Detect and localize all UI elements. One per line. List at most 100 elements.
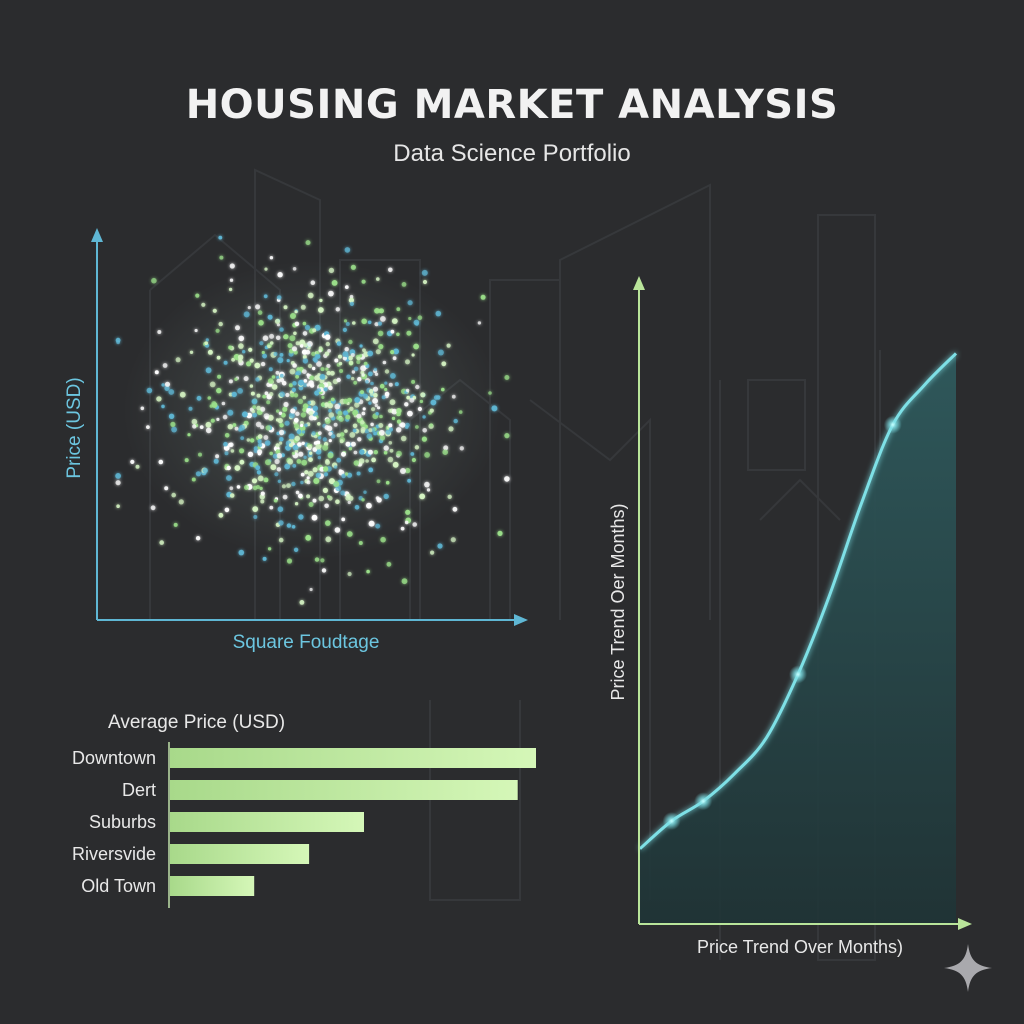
- scatter-point: [419, 399, 424, 404]
- scatter-point: [307, 470, 314, 477]
- scatter-point: [303, 379, 308, 383]
- scatter-point: [298, 451, 304, 457]
- scatter-point: [292, 267, 297, 271]
- scatter-point: [115, 480, 121, 486]
- scatter-point: [115, 337, 121, 343]
- scatter-point: [335, 499, 340, 505]
- bar: [170, 844, 310, 864]
- scatter-point: [378, 344, 384, 350]
- scatter-point: [344, 247, 351, 253]
- scatter-point: [310, 280, 316, 286]
- scatter-point: [170, 421, 176, 427]
- scatter-point: [409, 397, 415, 403]
- scatter-point: [192, 424, 197, 429]
- scatter-point: [223, 445, 230, 451]
- scatter-point: [284, 420, 290, 426]
- scatter-point: [204, 341, 208, 346]
- scatter-point: [417, 315, 423, 321]
- scatter-point: [302, 358, 309, 364]
- scatter-point: [318, 346, 323, 351]
- scatter-point: [384, 369, 390, 374]
- scatter-point: [411, 457, 416, 463]
- scatter-point: [429, 408, 434, 413]
- scatter-point: [184, 458, 189, 463]
- scatter-point: [252, 485, 258, 491]
- scatter-point: [373, 393, 378, 398]
- scatter-point: [298, 514, 304, 520]
- scatter-point: [360, 390, 364, 395]
- scatter-point: [306, 476, 310, 480]
- scatter-point: [264, 267, 268, 271]
- scatter-point: [413, 319, 420, 326]
- scatter-point: [216, 417, 220, 421]
- scatter-point: [292, 444, 299, 451]
- scatter-point: [276, 375, 280, 379]
- scatter-point: [379, 308, 384, 314]
- scatter-point: [349, 294, 354, 299]
- scatter-point: [353, 366, 359, 372]
- scatter-point: [323, 472, 329, 477]
- scatter-point: [207, 396, 212, 400]
- scatter-point: [405, 467, 411, 474]
- scatter-point: [305, 349, 311, 355]
- scatter-point: [415, 425, 419, 429]
- scatter-point: [406, 395, 411, 400]
- scatter-point: [179, 391, 186, 398]
- scatter-point: [352, 409, 359, 416]
- scatter-point: [251, 409, 255, 414]
- scatter-point: [266, 400, 271, 405]
- bar-chart-title: Average Price (USD): [108, 712, 285, 733]
- scatter-point: [353, 380, 358, 385]
- scatter-point: [308, 380, 314, 386]
- scatter-point: [222, 414, 228, 420]
- scatter-point: [257, 442, 263, 448]
- scatter-point: [202, 467, 208, 474]
- scatter-point: [443, 445, 449, 451]
- scatter-point: [238, 549, 245, 556]
- scatter-point: [234, 377, 238, 381]
- scatter-point: [339, 369, 344, 373]
- scatter-point: [253, 515, 258, 519]
- scatter-point: [480, 294, 486, 300]
- scatter-point: [297, 398, 304, 405]
- scatter-point: [328, 431, 333, 436]
- scatter-point: [307, 292, 314, 299]
- scatter-point: [291, 346, 298, 352]
- scatter-point: [294, 321, 300, 327]
- bar: [170, 812, 364, 832]
- scatter-point: [278, 429, 285, 436]
- page-subtitle: Data Science Portfolio: [393, 140, 631, 167]
- scatter-point: [491, 405, 498, 412]
- scatter-point: [388, 423, 393, 428]
- scatter-point: [338, 354, 342, 359]
- scatter-point: [307, 346, 311, 350]
- scatter-point: [260, 491, 265, 496]
- scatter-point: [205, 338, 209, 342]
- scatter-point: [331, 434, 336, 439]
- scatter-point: [400, 468, 406, 474]
- scatter-point: [262, 394, 267, 399]
- scatter-point: [411, 353, 415, 357]
- scatter-x-label: Square Foudtage: [233, 632, 380, 653]
- scatter-point: [448, 426, 454, 432]
- scatter-point: [343, 410, 349, 416]
- sparkle-icon: [944, 944, 992, 992]
- scatter-point: [315, 472, 321, 478]
- scatter-point: [306, 494, 311, 499]
- scatter-point: [312, 467, 318, 473]
- scatter-point: [400, 526, 405, 531]
- scatter-point: [265, 425, 271, 431]
- scatter-point: [356, 471, 361, 476]
- scatter-point: [312, 498, 317, 503]
- scatter-point: [291, 525, 296, 529]
- scatter-point: [228, 345, 233, 350]
- scatter-point: [341, 473, 346, 479]
- scatter-point: [370, 427, 376, 433]
- scatter-point: [293, 331, 297, 336]
- scatter-point: [450, 537, 456, 543]
- scatter-point: [405, 509, 411, 515]
- scatter-point: [330, 370, 335, 376]
- scatter-point: [294, 423, 300, 429]
- scatter-point: [328, 267, 335, 274]
